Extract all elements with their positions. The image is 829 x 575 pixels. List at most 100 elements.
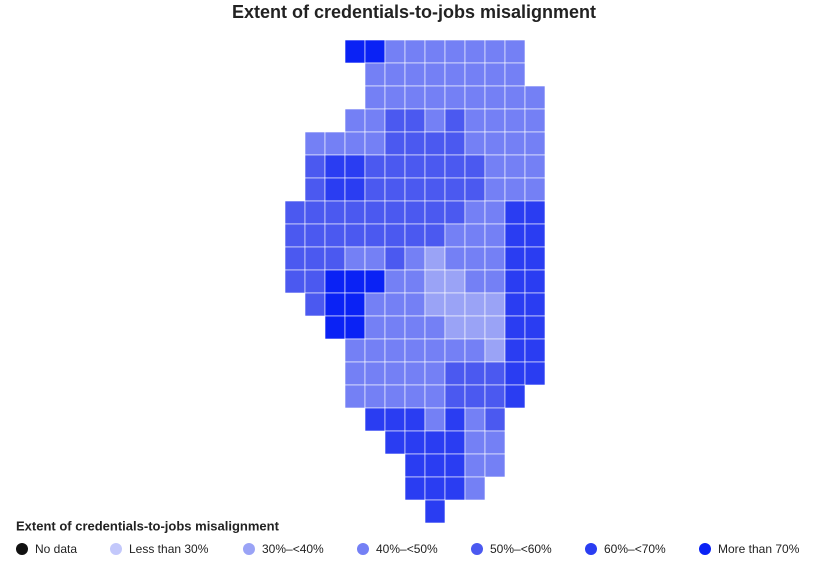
region bbox=[424, 200, 446, 225]
region bbox=[444, 39, 466, 64]
legend-label: Less than 30% bbox=[129, 542, 209, 556]
region bbox=[524, 85, 546, 110]
region bbox=[424, 269, 446, 294]
legend: No data Less than 30% 30%–<40% 40%–<50% 50%–… bbox=[16, 542, 800, 556]
region bbox=[384, 62, 406, 87]
region bbox=[504, 269, 526, 294]
region bbox=[304, 177, 326, 202]
region bbox=[464, 108, 486, 133]
region bbox=[404, 476, 426, 501]
region bbox=[364, 338, 386, 363]
region bbox=[424, 476, 446, 501]
region bbox=[504, 62, 526, 87]
region bbox=[284, 246, 306, 271]
region bbox=[464, 384, 486, 409]
region bbox=[464, 453, 486, 478]
region bbox=[504, 39, 526, 64]
region bbox=[484, 269, 506, 294]
region bbox=[384, 223, 406, 248]
region bbox=[444, 384, 466, 409]
region bbox=[344, 131, 366, 156]
region bbox=[304, 154, 326, 179]
legend-title: Extent of credentials-to-jobs misalignme… bbox=[16, 518, 280, 533]
region bbox=[424, 453, 446, 478]
region bbox=[404, 131, 426, 156]
region bbox=[444, 131, 466, 156]
region bbox=[424, 62, 446, 87]
region bbox=[444, 269, 466, 294]
region bbox=[444, 154, 466, 179]
region bbox=[424, 223, 446, 248]
region bbox=[344, 292, 366, 317]
region bbox=[364, 85, 386, 110]
region bbox=[284, 223, 306, 248]
region bbox=[364, 361, 386, 386]
region bbox=[444, 453, 466, 478]
region bbox=[404, 154, 426, 179]
region bbox=[384, 269, 406, 294]
region bbox=[444, 315, 466, 340]
region bbox=[524, 131, 546, 156]
region bbox=[524, 177, 546, 202]
region bbox=[464, 269, 486, 294]
legend-swatch bbox=[585, 543, 597, 555]
region bbox=[424, 407, 446, 432]
region bbox=[364, 62, 386, 87]
region bbox=[404, 85, 426, 110]
region bbox=[444, 246, 466, 271]
region bbox=[484, 108, 506, 133]
region bbox=[464, 85, 486, 110]
region bbox=[464, 315, 486, 340]
region bbox=[444, 407, 466, 432]
region bbox=[404, 177, 426, 202]
region bbox=[384, 177, 406, 202]
region bbox=[524, 361, 546, 386]
legend-label: 30%–<40% bbox=[262, 542, 324, 556]
region bbox=[444, 200, 466, 225]
region bbox=[404, 292, 426, 317]
region bbox=[464, 62, 486, 87]
region bbox=[344, 223, 366, 248]
region bbox=[324, 223, 346, 248]
region bbox=[404, 62, 426, 87]
region bbox=[504, 108, 526, 133]
region bbox=[424, 384, 446, 409]
region bbox=[504, 200, 526, 225]
region bbox=[424, 39, 446, 64]
region bbox=[364, 407, 386, 432]
region bbox=[364, 131, 386, 156]
region bbox=[344, 108, 366, 133]
region bbox=[484, 453, 506, 478]
region bbox=[504, 246, 526, 271]
region bbox=[524, 292, 546, 317]
region bbox=[504, 131, 526, 156]
region bbox=[364, 269, 386, 294]
region bbox=[444, 62, 466, 87]
map-title: Extent of credentials-to-jobs misalignme… bbox=[232, 2, 596, 22]
region bbox=[344, 361, 366, 386]
legend-label: 60%–<70% bbox=[604, 542, 666, 556]
region bbox=[344, 315, 366, 340]
region bbox=[304, 131, 326, 156]
region bbox=[424, 292, 446, 317]
region bbox=[504, 361, 526, 386]
region bbox=[464, 476, 486, 501]
region bbox=[384, 384, 406, 409]
region bbox=[384, 39, 406, 64]
region bbox=[344, 384, 366, 409]
region bbox=[444, 430, 466, 455]
region bbox=[464, 39, 486, 64]
region bbox=[364, 246, 386, 271]
region bbox=[324, 292, 346, 317]
region bbox=[424, 246, 446, 271]
region bbox=[344, 246, 366, 271]
region bbox=[504, 315, 526, 340]
region bbox=[484, 154, 506, 179]
region bbox=[444, 292, 466, 317]
region bbox=[424, 315, 446, 340]
state-map bbox=[284, 39, 546, 524]
region bbox=[484, 292, 506, 317]
region bbox=[464, 223, 486, 248]
region bbox=[404, 246, 426, 271]
region bbox=[404, 39, 426, 64]
